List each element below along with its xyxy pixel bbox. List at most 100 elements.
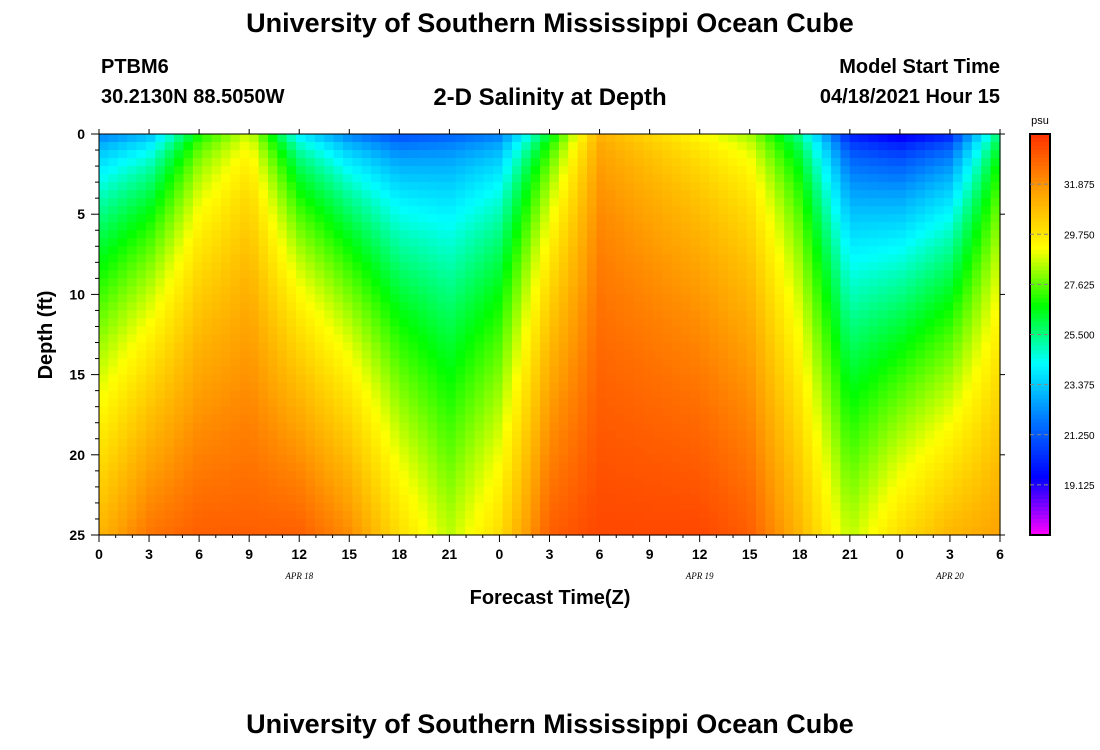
heatmap-cell: [502, 278, 513, 287]
heatmap-cell: [906, 254, 917, 263]
heatmap-cell: [643, 198, 654, 207]
heatmap-cell: [587, 302, 598, 312]
heatmap-cell: [521, 198, 532, 207]
heatmap-cell: [906, 278, 917, 287]
heatmap-cell: [709, 286, 720, 295]
heatmap-cell: [633, 446, 644, 456]
heatmap-cell: [267, 142, 278, 151]
heatmap-cell: [718, 334, 729, 344]
heatmap-cell: [455, 278, 466, 287]
heatmap-cell: [483, 390, 494, 400]
x-tick-label: 9: [646, 546, 654, 562]
heatmap-cell: [971, 326, 982, 336]
heatmap-cell: [633, 382, 644, 392]
heatmap-cell: [943, 446, 954, 456]
heatmap-cell: [784, 182, 795, 191]
heatmap-cell: [680, 446, 691, 456]
heatmap-cell: [267, 470, 278, 480]
heatmap-cell: [643, 142, 654, 151]
heatmap-cell: [868, 222, 879, 231]
heatmap-cell: [511, 454, 522, 464]
heatmap-cell: [145, 238, 156, 247]
heatmap-cell: [943, 430, 954, 440]
heatmap-cell: [953, 526, 964, 536]
heatmap-cell: [483, 230, 494, 239]
heatmap-cell: [436, 222, 447, 231]
heatmap-cell: [568, 182, 579, 191]
heatmap-cell: [784, 502, 795, 512]
heatmap-cell: [765, 446, 776, 456]
heatmap-cell: [202, 142, 213, 151]
heatmap-cell: [399, 366, 410, 376]
heatmap-cell: [765, 390, 776, 400]
heatmap-cell: [831, 310, 842, 320]
heatmap-cell: [511, 430, 522, 440]
heatmap-cell: [690, 454, 701, 464]
heatmap-cell: [953, 486, 964, 496]
heatmap-cell: [849, 246, 860, 255]
heatmap-cell: [399, 278, 410, 287]
heatmap-cell: [746, 494, 757, 504]
heatmap-cell: [521, 518, 532, 528]
heatmap-cell: [774, 254, 785, 263]
heatmap-cell: [840, 358, 851, 368]
heatmap-cell: [493, 286, 504, 295]
heatmap-cell: [211, 382, 222, 392]
heatmap-cell: [568, 278, 579, 287]
heatmap-cell: [192, 150, 203, 159]
heatmap-cell: [568, 206, 579, 215]
heatmap-cell: [530, 486, 541, 496]
heatmap-cell: [615, 422, 626, 432]
heatmap-cell: [408, 334, 419, 344]
heatmap-cell: [305, 150, 316, 159]
heatmap-cell: [709, 350, 720, 360]
heatmap-cell: [877, 254, 888, 263]
heatmap-cell: [709, 374, 720, 384]
heatmap-cell: [117, 334, 128, 344]
heatmap-cell: [361, 326, 372, 336]
heatmap-cell: [774, 494, 785, 504]
heatmap-cell: [718, 502, 729, 512]
heatmap-cell: [821, 390, 832, 400]
heatmap-cell: [249, 446, 260, 456]
heatmap-cell: [117, 134, 128, 143]
heatmap-cell: [446, 142, 457, 151]
heatmap-cell: [446, 446, 457, 456]
heatmap-cell: [915, 438, 926, 448]
heatmap-cell: [568, 134, 579, 143]
heatmap-cell: [136, 422, 147, 432]
heatmap-cell: [868, 366, 879, 376]
heatmap-cell: [915, 518, 926, 528]
heatmap-cell: [502, 446, 513, 456]
heatmap-cell: [249, 318, 260, 328]
heatmap-cell: [596, 398, 607, 408]
heatmap-cell: [530, 310, 541, 320]
heatmap-cell: [577, 350, 588, 360]
heatmap-cell: [474, 174, 485, 183]
heatmap-cell: [521, 406, 532, 416]
heatmap-cell: [108, 326, 119, 336]
heatmap-cell: [343, 246, 354, 255]
heatmap-cell: [868, 238, 879, 247]
heatmap-cell: [943, 526, 954, 536]
heatmap-cell: [145, 358, 156, 368]
heatmap-cell: [221, 350, 231, 360]
heatmap-cell: [981, 318, 992, 328]
heatmap-cell: [652, 526, 663, 536]
heatmap-cell: [164, 198, 175, 207]
heatmap-cell: [915, 294, 926, 304]
heatmap-cell: [389, 366, 400, 376]
heatmap-cell: [436, 510, 447, 520]
heatmap-cell: [155, 262, 166, 271]
heatmap-cell: [680, 166, 691, 175]
heatmap-cell: [821, 326, 832, 336]
heatmap-cell: [962, 270, 973, 279]
heatmap-cell: [277, 302, 288, 312]
heatmap-cell: [755, 438, 766, 448]
heatmap-cell: [840, 478, 851, 488]
heatmap-cell: [558, 150, 569, 159]
heatmap-cell: [596, 302, 607, 312]
heatmap-cell: [587, 198, 598, 207]
heatmap-cell: [221, 286, 231, 295]
heatmap-cell: [652, 342, 663, 352]
